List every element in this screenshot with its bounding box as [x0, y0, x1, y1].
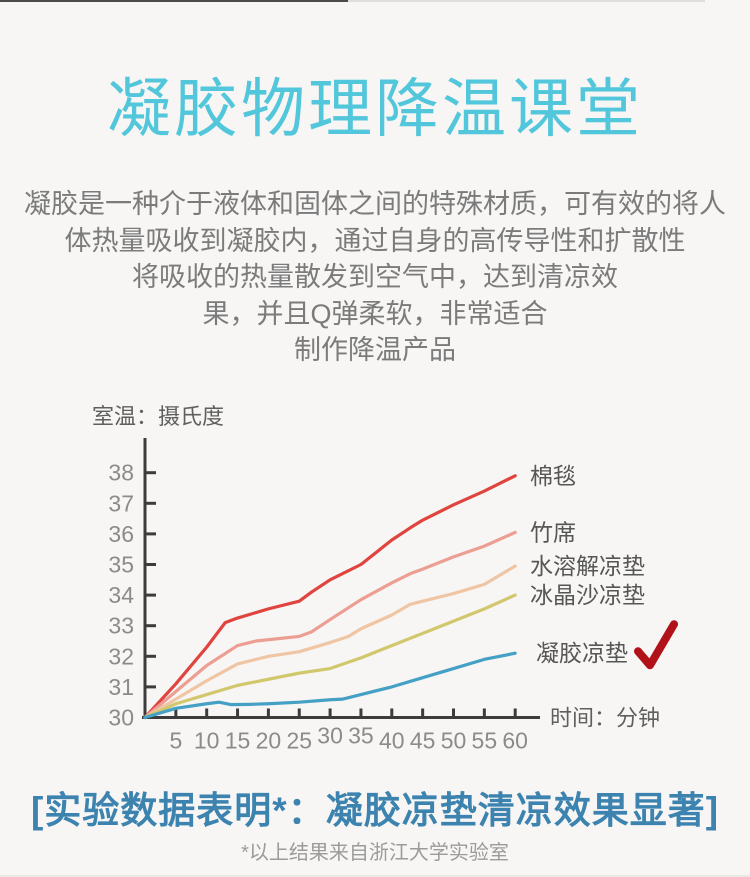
y-tick-label: 30 — [108, 705, 134, 731]
checkmark-icon — [634, 620, 678, 670]
series-line-1 — [143, 530, 517, 720]
intro-line: 将吸收的热量散发到空气中，达到清凉效 — [132, 262, 618, 292]
bottom-border-line — [0, 875, 750, 877]
series-label-0: 棉毯 — [530, 463, 576, 489]
x-tick-label: 20 — [256, 728, 282, 754]
series-label-1: 竹席 — [530, 519, 576, 545]
x-axis-title: 时间：分钟 — [550, 706, 660, 731]
y-axis-title: 室温：摄氏度 — [92, 404, 224, 429]
conclusion-footnote: *以上结果来自浙江大学实验室 — [241, 842, 509, 864]
x-tick-label: 35 — [348, 723, 374, 749]
x-tick-label: 60 — [502, 728, 528, 754]
series-line-0 — [143, 474, 517, 720]
x-tick-label: 10 — [194, 728, 220, 754]
y-tick-label: 38 — [108, 460, 134, 486]
y-tick-label: 31 — [108, 674, 134, 700]
series-label-2: 水溶解凉垫 — [530, 553, 645, 579]
intro-line: 体热量吸收到凝胶内，通过自身的高传导性和扩散性 — [64, 225, 686, 256]
intro-paragraph: 凝胶是一种介于液体和固体之间的特殊材质，可有效的将人 体热量吸收到凝胶内，通过自… — [0, 186, 750, 369]
x-tick-label: 40 — [379, 728, 405, 754]
x-tick-label: 5 — [169, 728, 182, 754]
intro-line: 制作降温产品 — [294, 335, 456, 365]
series-label-3: 冰晶沙凉垫 — [530, 582, 645, 608]
x-tick-label: 25 — [286, 728, 312, 754]
top-border-line-faint — [348, 0, 705, 2]
intro-line: 凝胶是一种介于液体和固体之间的特殊材质，可有效的将人 — [24, 189, 726, 219]
y-tick-label: 36 — [108, 521, 134, 547]
series-line-4 — [143, 651, 517, 720]
series-line-3 — [143, 593, 517, 720]
y-tick-label: 34 — [108, 582, 134, 608]
x-tick-label: 30 — [317, 723, 343, 749]
intro-line: 果，并且Q弹柔软，非常适合 — [202, 298, 548, 329]
page-title: 凝胶物理降温课堂 — [107, 73, 643, 145]
x-tick-label: 45 — [410, 728, 436, 754]
top-border-line — [0, 0, 348, 2]
series-line-2 — [143, 564, 517, 720]
y-tick-label: 32 — [108, 643, 134, 669]
y-tick-label: 35 — [108, 552, 134, 578]
series-label-4: 凝胶凉垫 — [536, 640, 628, 666]
y-tick-label: 33 — [108, 613, 134, 639]
x-tick-label: 50 — [441, 728, 467, 754]
x-tick-label: 55 — [472, 728, 498, 754]
x-tick-label: 15 — [225, 728, 251, 754]
conclusion-headline: [实验数据表明*：凝胶凉垫清凉效果显著] — [30, 790, 720, 831]
y-tick-label: 37 — [108, 490, 134, 516]
